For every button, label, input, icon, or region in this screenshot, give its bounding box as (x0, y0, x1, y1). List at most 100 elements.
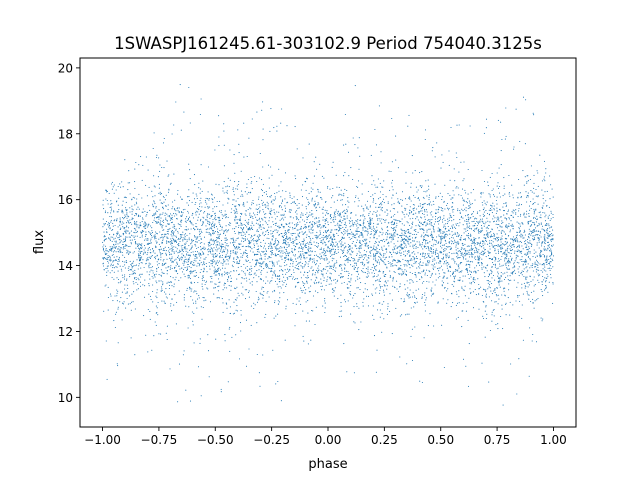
data-point (275, 248, 277, 250)
data-point (431, 244, 433, 247)
data-point (330, 231, 332, 233)
data-point (300, 214, 302, 216)
data-point (346, 283, 348, 285)
data-point (418, 225, 420, 227)
data-point (229, 350, 231, 352)
data-point (363, 257, 366, 259)
data-point (418, 266, 420, 268)
data-point (211, 248, 213, 250)
data-point (380, 258, 382, 260)
data-point (408, 313, 410, 315)
data-point (164, 263, 166, 265)
data-point (302, 248, 304, 250)
data-point (320, 282, 322, 284)
data-point (502, 195, 504, 197)
data-point (452, 211, 454, 213)
data-point (117, 263, 119, 265)
data-point (106, 271, 108, 273)
data-point (138, 274, 140, 276)
data-point (544, 220, 547, 222)
data-point (352, 260, 354, 262)
data-point (359, 252, 361, 254)
data-point (187, 228, 189, 230)
data-point (393, 243, 395, 245)
data-point (485, 221, 487, 223)
data-point (552, 196, 554, 198)
data-point (283, 234, 285, 236)
data-point (301, 212, 303, 214)
data-point (312, 221, 314, 223)
data-point (105, 247, 107, 250)
data-point (381, 331, 383, 333)
data-point (448, 252, 450, 254)
data-point (356, 254, 358, 256)
data-point (194, 244, 196, 246)
data-point (147, 248, 149, 250)
data-point (526, 271, 528, 273)
data-point (512, 273, 514, 275)
data-point (347, 275, 350, 277)
data-point (131, 263, 133, 265)
data-point (360, 247, 362, 249)
data-point (168, 250, 170, 252)
data-point (130, 309, 132, 311)
data-point (117, 306, 119, 308)
data-point (343, 193, 345, 195)
data-point (533, 285, 535, 287)
data-point (443, 250, 445, 252)
data-point (376, 275, 378, 278)
data-point (284, 339, 286, 341)
data-point (325, 235, 327, 237)
data-point (349, 221, 351, 223)
data-point (409, 224, 411, 226)
data-point (316, 217, 318, 220)
data-point (123, 196, 125, 198)
data-point (379, 280, 382, 283)
data-point (541, 250, 543, 252)
data-point (317, 267, 319, 269)
data-point (532, 256, 534, 258)
data-point (326, 237, 328, 239)
data-point (153, 213, 155, 215)
data-point (507, 251, 509, 254)
data-point (126, 292, 128, 294)
data-point (246, 252, 248, 255)
data-point (115, 266, 117, 268)
data-point (479, 241, 481, 243)
data-point (122, 211, 124, 213)
data-point (545, 258, 547, 260)
data-point (224, 334, 226, 336)
data-point (156, 270, 158, 272)
data-point (218, 210, 221, 212)
data-point (447, 282, 449, 284)
data-point (360, 245, 362, 247)
data-point (547, 228, 549, 230)
data-point (281, 280, 283, 282)
data-point (179, 258, 181, 260)
data-point (233, 301, 235, 303)
data-point (482, 243, 484, 245)
data-point (550, 255, 552, 257)
data-point (321, 271, 323, 273)
data-point (379, 254, 381, 256)
data-point (476, 224, 478, 227)
data-point (288, 243, 290, 246)
data-point (279, 297, 281, 299)
data-point (267, 267, 269, 269)
data-point (434, 284, 436, 286)
data-point (349, 233, 351, 235)
data-point (332, 238, 334, 240)
data-point (407, 259, 409, 262)
data-point (174, 209, 176, 211)
data-point (173, 227, 175, 229)
data-point (219, 256, 221, 258)
data-point (171, 247, 174, 249)
data-point (510, 279, 512, 281)
data-point (206, 265, 208, 267)
data-point (373, 275, 375, 277)
data-point (190, 296, 192, 298)
data-point (339, 215, 341, 217)
data-point (465, 207, 467, 209)
data-point (225, 217, 227, 219)
data-point (283, 276, 285, 278)
